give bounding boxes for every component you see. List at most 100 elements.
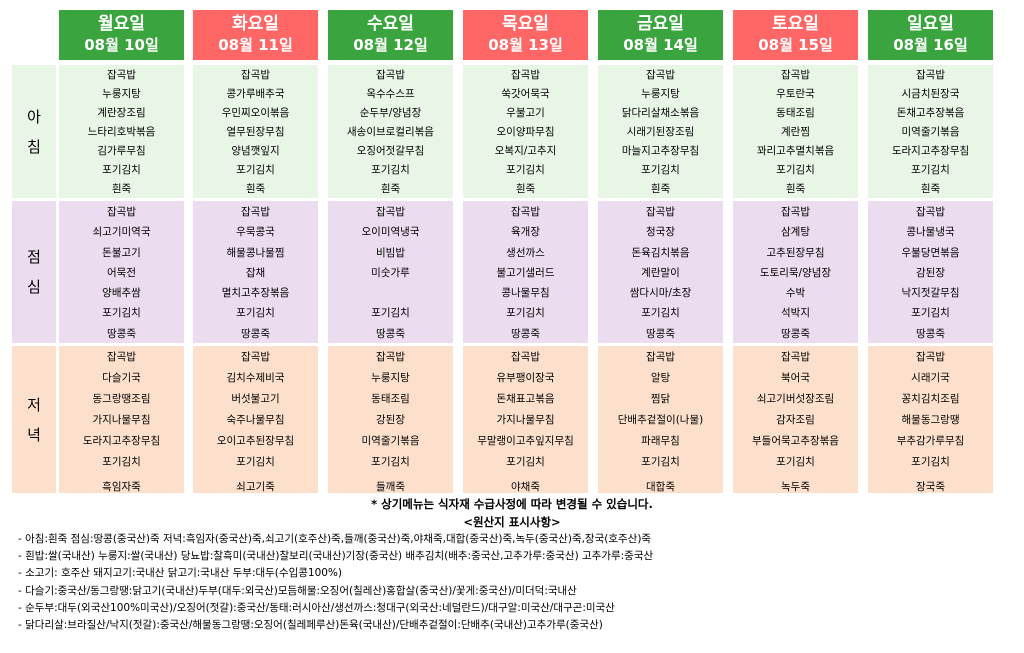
menu-item: 땅콩죽 (511, 327, 540, 340)
menu-item: 포기김치 (371, 456, 410, 468)
menu-item: 땅콩죽 (646, 327, 675, 340)
menu-item: 삼계탕 (781, 226, 810, 239)
menu-item: 포기김치 (911, 307, 950, 320)
menu-change-notice: * 상기메뉴는 식자재 수급사정에 따라 변경될 수 있습니다. (371, 497, 653, 511)
menu-item: 콩나물냉국 (906, 226, 955, 239)
breakfast-cell: 잡곡밥 옥수수스프 순두부/양념장 새송이브로컬리볶음 오징어젓갈무침 포기김치 흰죽 (328, 65, 453, 198)
menu-item: 누룽지탕 (371, 372, 410, 384)
menu-item: 고추된장무침 (766, 246, 825, 259)
menu-item: 동그랑땡조림 (92, 393, 151, 405)
menu-item: 다슬기국 (102, 372, 141, 384)
menu-item: 오징어젓갈무침 (356, 145, 425, 157)
menu-item: 동태조림 (371, 393, 410, 405)
menu-item: 포기김치 (911, 456, 950, 468)
menu-item: 돈불고기 (102, 246, 141, 259)
menu-item: 흰죽 (920, 183, 941, 195)
day-date: 08월 12일 (353, 36, 428, 54)
menu-item: 콩가루배추국 (226, 88, 285, 100)
menu-item: 도라지고추장무침 (82, 435, 161, 447)
menu-item: 오이미역냉국 (361, 226, 420, 239)
menu-item: 무말랭이고추잎지무침 (477, 435, 574, 447)
menu-item: 옥수수스프 (366, 88, 415, 100)
menu-item: 흰죽 (650, 183, 671, 195)
menu-item: 포기김치 (102, 164, 141, 176)
day-header: 수요일 08월 12일 (328, 10, 453, 60)
menu-item: 어묵전 (107, 266, 136, 279)
menu-item: 가지나물무침 (496, 414, 555, 426)
breakfast-label-char-2: 침 (27, 137, 41, 156)
menu-item: 포기김치 (371, 307, 410, 320)
origin-list: - 아침:흰죽 점심:땅콩(중국산)죽 저녁:흑임자(중국산)죽,쇠고기(호주산… (18, 531, 653, 634)
menu-item: 생선까스 (506, 246, 545, 259)
menu-item: 누룽지탕 (641, 88, 680, 100)
lunch-label-char-2: 심 (27, 278, 41, 296)
menu-item: 쑥갓어묵국 (501, 88, 550, 100)
menu-item: 잡곡밥 (241, 206, 270, 218)
menu-item: 땅콩죽 (376, 327, 405, 340)
menu-item: 포기김치 (236, 164, 275, 176)
menu-item: 포기김치 (236, 456, 275, 468)
lunch-cell: 잡곡밥 청국장 돈육김치볶음 계란말이 쌈다시마/초장 포기김치 땅콩죽 (598, 201, 723, 343)
breakfast-cell: 잡곡밥 콩가루배추국 우민찌오이볶음 열무된장무침 양념깻잎지 포기김치 흰죽 (193, 65, 318, 198)
menu-item: 흰죽 (245, 183, 266, 195)
menu-item: 감자조림 (776, 414, 815, 426)
menu-item: 잡곡밥 (646, 206, 675, 218)
origin-line: - 다슬기:중국산/동그랑땡:닭고기(국내산)두부(대두:외국산)모듬해물:오징… (18, 584, 577, 597)
breakfast-cell: 잡곡밥 누룽지탕 계란장조림 느타리호박볶음 김가루무침 포기김치 흰죽 (59, 65, 184, 198)
menu-item: 시래기된장조림 (626, 126, 695, 138)
menu-item: 동태조림 (776, 107, 815, 119)
menu-item: 잡곡밥 (511, 206, 540, 218)
menu-item: 땅콩죽 (916, 327, 945, 340)
menu-item: 잡곡밥 (241, 69, 270, 81)
menu-item: 포기김치 (506, 164, 545, 176)
menu-item: 잡곡밥 (241, 351, 270, 363)
menu-item: 우불고기 (506, 107, 545, 119)
day-name: 금요일 (637, 14, 684, 34)
menu-item: 잡곡밥 (107, 69, 136, 81)
breakfast-cell: 잡곡밥 시금치된장국 돈채고추장볶음 미역줄기볶음 도라지고추장무침 포기김치 흰죽 (868, 65, 993, 198)
menu-item: 흰죽 (380, 183, 401, 195)
menu-item: 시금치된장국 (901, 88, 960, 100)
menu-item: 시래기국 (911, 372, 950, 384)
day-name: 월요일 (98, 14, 145, 34)
menu-item: 우토란국 (776, 88, 815, 100)
menu-item: 쌈다시마/초장 (629, 287, 692, 300)
menu-item: 포기김치 (641, 164, 680, 176)
dinner-cell: 잡곡밥 다슬기국 동그랑땡조림 가지나물무침 도라지고추장무침 포기김치 흑임자죽 (59, 346, 184, 493)
day-header: 목요일 08월 13일 (463, 10, 588, 60)
menu-item: 오이양파무침 (496, 126, 555, 138)
menu-item: 포기김치 (911, 164, 950, 176)
menu-item: 땅콩죽 (241, 327, 270, 340)
breakfast-cell: 잡곡밥 쑥갓어묵국 우불고기 오이양파무침 오복지/고추지 포기김치 흰죽 (463, 65, 588, 198)
breakfast-label-char-1: 아 (27, 107, 41, 126)
menu-item: 꽈리고추멸치볶음 (756, 145, 835, 157)
day-date: 08월 11일 (218, 36, 293, 54)
day-header: 화요일 08월 11일 (193, 10, 318, 60)
menu-item: 해물콩나물찜 (226, 246, 285, 259)
origin-line: - 순두부:대두(외국산100%미국산)/오징어(젓갈):중국산/동태:러시아산… (18, 601, 615, 614)
breakfast-cell: 잡곡밥 우토란국 동태조림 계란찜 꽈리고추멸치볶음 포기김치 흰죽 (733, 65, 858, 198)
menu-item: 잡곡밥 (781, 351, 810, 363)
day-date: 08월 10일 (84, 36, 159, 54)
menu-item: 흰죽 (111, 183, 132, 195)
menu-item: 포기김치 (506, 456, 545, 468)
menu-item: 숙주나물무침 (226, 414, 285, 426)
menu-item: 찜닭 (650, 393, 671, 405)
menu-item: 오복지/고추지 (494, 145, 557, 157)
menu-item: 포기김치 (371, 164, 410, 176)
lunch-cell: 잡곡밥 쇠고기미역국 돈불고기 어묵전 양배추쌈 포기김치 땅콩죽 (59, 201, 184, 343)
menu-item: 포기김치 (102, 307, 141, 320)
menu-item: 잡곡밥 (916, 206, 945, 218)
lunch-cell: 잡곡밥 오이미역냉국 비빔밥 미숫가루 포기김치 땅콩죽 (328, 201, 453, 343)
menu-item: 포기김치 (236, 307, 275, 320)
menu-item: 유부팽이장국 (496, 372, 555, 384)
day-date: 08월 14일 (623, 36, 698, 54)
menu-item: 석박지 (781, 307, 810, 320)
menu-item: 북어국 (781, 372, 810, 384)
menu-item: 마늘지고추장무침 (621, 145, 700, 157)
menu-item: 포기김치 (776, 164, 815, 176)
menu-item: 미역줄기볶음 (361, 435, 420, 447)
day-date: 08월 15일 (758, 36, 833, 54)
menu-item: 콩나물무침 (501, 287, 550, 300)
origin-line: - 아침:흰죽 점심:땅콩(중국산)죽 저녁:흑임자(중국산)죽,쇠고기(호주산… (18, 533, 652, 545)
